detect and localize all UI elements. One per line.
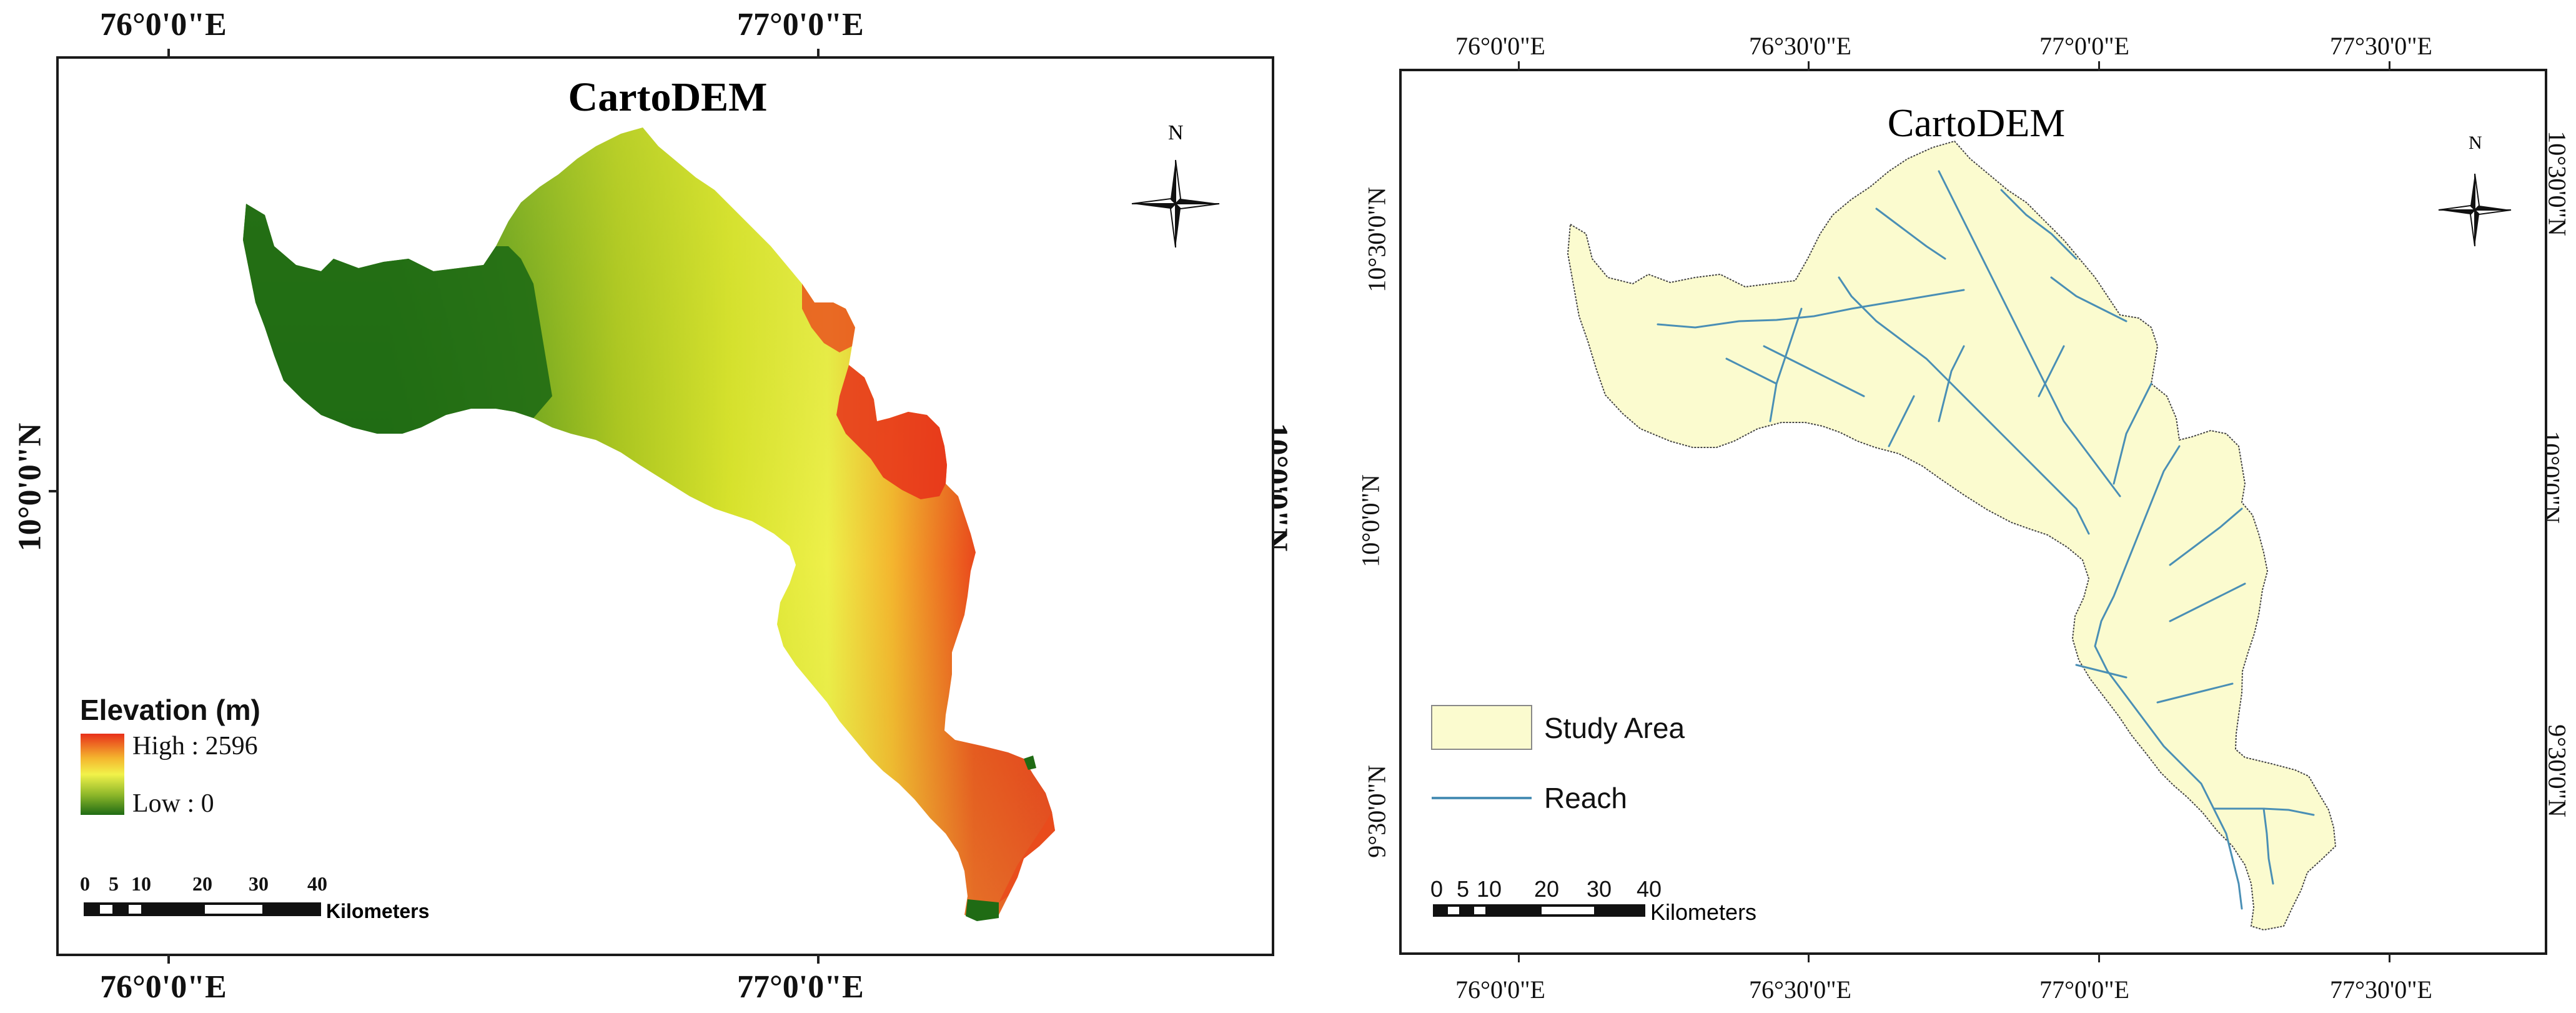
scale-bar xyxy=(1433,904,1645,917)
right-lat-label-west: 9°30'0"N xyxy=(1362,765,1391,858)
right-bottom-lon-label: 77°0'0"E xyxy=(2039,976,2129,1004)
tick xyxy=(1518,952,1520,962)
legend-low-label: Low : 0 xyxy=(132,789,214,818)
tick xyxy=(1808,61,1810,71)
left-map-panel: CartoDEM xyxy=(49,49,1282,964)
study-area-map xyxy=(1431,140,2512,931)
left-top-lon-label: 76°0'0"E xyxy=(100,7,227,42)
right-bottom-lon-label: 77°30'0"E xyxy=(2330,976,2432,1004)
scale-label: 40 xyxy=(1637,876,1662,902)
right-top-lon-label: 77°0'0"E xyxy=(2039,32,2129,60)
tick xyxy=(817,49,820,59)
dem-region-shade xyxy=(243,127,1055,918)
right-lat-label-west: 10°30'0"N xyxy=(1362,187,1391,292)
scale-label: 5 xyxy=(1457,876,1470,902)
tick xyxy=(1272,490,1282,492)
right-top-lon-label: 77°30'0"E xyxy=(2330,32,2432,60)
north-label: N xyxy=(1168,121,1184,144)
tick xyxy=(2098,61,2100,71)
legend-study-area-swatch xyxy=(1431,705,1532,750)
right-top-lon-label: 76°0'0"E xyxy=(1455,32,1545,60)
tick xyxy=(1808,952,1810,962)
right-bottom-lon-label: 76°0'0"E xyxy=(1455,976,1545,1004)
scale-label: 40 xyxy=(307,872,327,895)
tick xyxy=(2098,952,2100,962)
right-lat-label-west: 10°0'0"N xyxy=(1356,474,1385,567)
map-title: CartoDEM xyxy=(1887,101,2066,145)
tick xyxy=(167,954,170,964)
scale-label: 20 xyxy=(192,872,212,895)
left-lat-label-west: 10°0'0"N xyxy=(12,422,48,552)
tick xyxy=(2389,952,2390,962)
scale-bar xyxy=(84,902,321,916)
scale-unit: Kilometers xyxy=(326,900,430,922)
scale-label: 0 xyxy=(1430,876,1444,902)
north-arrow-icon xyxy=(1131,159,1220,248)
lowland-region xyxy=(243,204,552,434)
legend-title: Elevation (m) xyxy=(80,694,260,726)
legend-study-area-label: Study Area xyxy=(1544,712,1685,744)
scale-unit: Kilometers xyxy=(1650,899,1757,925)
highland-region xyxy=(836,365,947,499)
legend-gradient-swatch xyxy=(81,734,124,815)
right-top-lon-label: 76°30'0"E xyxy=(1749,32,1851,60)
scale-label: 30 xyxy=(1587,876,1612,902)
dem-map xyxy=(81,127,1220,921)
scale-label: 0 xyxy=(80,872,90,895)
study-area-region xyxy=(1567,140,2337,931)
lowland-region xyxy=(1024,756,1036,770)
scale-label: 20 xyxy=(1534,876,1560,902)
scale-label: 30 xyxy=(249,872,269,895)
north-arrow-icon xyxy=(2438,173,2512,247)
legend-high-label: High : 2596 xyxy=(132,732,258,761)
scale-label: 10 xyxy=(1477,876,1502,902)
highland-region xyxy=(802,284,855,352)
left-bottom-lon-label: 76°0'0"E xyxy=(100,969,227,1005)
right-bottom-lon-label: 76°30'0"E xyxy=(1749,976,1851,1004)
reach-network xyxy=(1657,170,2315,910)
lowland-region xyxy=(966,899,999,921)
right-map-panel: CartoDEM xyxy=(1399,61,2547,962)
scale-label: 10 xyxy=(131,872,151,895)
left-top-lon-label: 77°0'0"E xyxy=(737,7,864,42)
tick xyxy=(1518,61,1520,71)
left-bottom-lon-label: 77°0'0"E xyxy=(737,969,864,1005)
tick xyxy=(49,490,59,492)
map-title: CartoDEM xyxy=(568,74,768,120)
tick xyxy=(167,49,170,59)
legend-reach-label: Reach xyxy=(1544,782,1627,814)
tick xyxy=(2389,61,2390,71)
scale-label: 5 xyxy=(109,872,119,895)
north-label: N xyxy=(2469,132,2482,153)
tick xyxy=(817,954,820,964)
highland-region xyxy=(999,812,1055,902)
